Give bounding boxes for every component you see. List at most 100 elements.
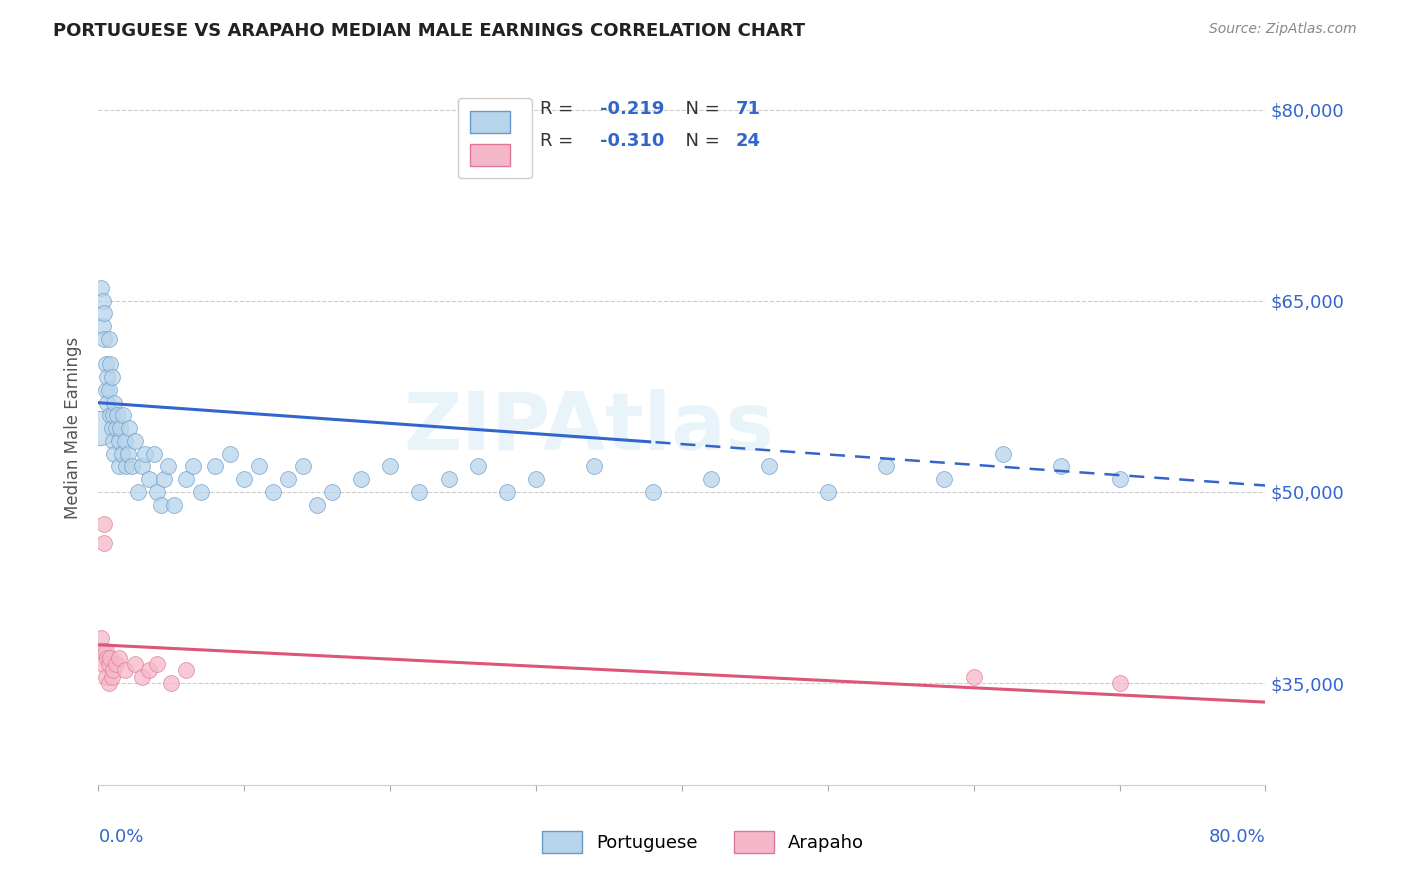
Point (93, 516, 115, 531)
Point (437, 472, 460, 486)
Point (1050, 459, 1073, 474)
Point (103, 447, 125, 461)
Text: -0.219: -0.219 (600, 100, 665, 118)
Point (91, 644, 114, 658)
Text: -0.310: -0.310 (600, 132, 665, 150)
Point (174, 472, 197, 486)
Text: 0.0%: 0.0% (98, 828, 143, 846)
Point (247, 459, 270, 474)
Point (262, 484, 284, 499)
Point (291, 459, 314, 474)
Legend: Portuguese, Arapaho: Portuguese, Arapaho (534, 824, 872, 861)
Point (94, 644, 117, 658)
Point (101, 663, 124, 677)
Text: R =: R = (540, 100, 578, 118)
Point (100, 670, 122, 684)
Point (181, 459, 204, 474)
Point (142, 447, 165, 461)
Point (117, 447, 139, 461)
Point (114, 434, 136, 448)
Point (875, 459, 897, 474)
Point (380, 459, 402, 474)
Text: N =: N = (673, 100, 725, 118)
Point (127, 484, 149, 499)
Point (146, 484, 169, 499)
Point (138, 663, 160, 677)
Point (114, 663, 136, 677)
Point (124, 434, 146, 448)
Point (163, 498, 186, 512)
Point (124, 657, 146, 671)
Text: 24: 24 (735, 132, 761, 150)
Point (108, 459, 131, 474)
Point (150, 498, 173, 512)
Point (98, 358, 121, 372)
Point (496, 484, 519, 499)
Point (100, 370, 122, 384)
Point (97, 383, 120, 397)
Point (97, 676, 120, 690)
Point (157, 459, 180, 474)
Point (103, 395, 125, 409)
Point (174, 663, 197, 677)
Point (962, 670, 984, 684)
Point (121, 459, 143, 474)
Point (104, 657, 127, 671)
Point (97, 657, 120, 671)
Point (96, 650, 118, 665)
Point (583, 459, 606, 474)
Text: R =: R = (540, 132, 578, 150)
Point (104, 421, 127, 435)
Point (350, 472, 373, 486)
Point (100, 421, 122, 435)
Point (91, 319, 114, 334)
Point (153, 472, 176, 486)
Point (190, 484, 212, 499)
Point (146, 657, 169, 671)
Point (98, 650, 121, 665)
Point (93, 306, 115, 320)
Point (160, 676, 183, 690)
Y-axis label: Median Male Earnings: Median Male Earnings (65, 337, 83, 519)
Point (524, 472, 547, 486)
Point (90, 632, 112, 646)
Point (96, 395, 118, 409)
Point (94, 358, 117, 372)
Point (101, 409, 124, 423)
Point (1108, 676, 1130, 690)
Point (467, 459, 489, 474)
Point (91, 293, 114, 308)
Point (700, 472, 723, 486)
Point (110, 421, 132, 435)
Point (991, 447, 1014, 461)
Point (98, 409, 121, 423)
Point (89, 421, 111, 435)
Point (111, 447, 134, 461)
Point (233, 472, 256, 486)
Point (131, 670, 153, 684)
Point (94, 670, 117, 684)
Point (408, 484, 430, 499)
Point (321, 484, 343, 499)
Point (93, 536, 115, 550)
Point (112, 409, 135, 423)
Point (96, 370, 118, 384)
Text: PORTUGUESE VS ARAPAHO MEDIAN MALE EARNINGS CORRELATION CHART: PORTUGUESE VS ARAPAHO MEDIAN MALE EARNIN… (53, 22, 806, 40)
Point (93, 332, 115, 346)
Point (118, 421, 141, 435)
Point (115, 459, 138, 474)
Point (641, 484, 664, 499)
Point (101, 434, 124, 448)
Point (134, 447, 156, 461)
Point (90, 281, 112, 295)
Point (105, 409, 128, 423)
Text: 80.0%: 80.0% (1209, 828, 1265, 846)
Point (131, 459, 153, 474)
Point (934, 472, 956, 486)
Legend: , : , (457, 98, 531, 178)
Point (204, 459, 226, 474)
Point (1108, 472, 1130, 486)
Point (138, 472, 160, 486)
Text: Source: ZipAtlas.com: Source: ZipAtlas.com (1209, 22, 1357, 37)
Text: N =: N = (673, 132, 725, 150)
